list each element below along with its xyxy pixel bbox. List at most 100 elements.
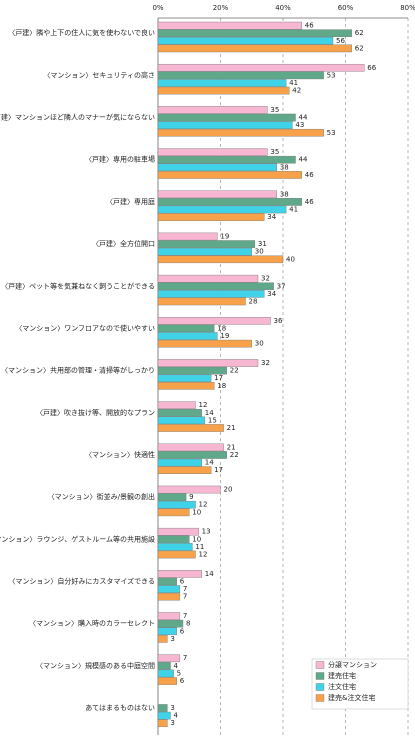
value-label: 56 xyxy=(336,37,345,45)
value-label: 12 xyxy=(199,501,208,509)
bar xyxy=(157,79,287,87)
x-tick-label: 20% xyxy=(213,4,229,12)
value-label: 44 xyxy=(299,114,308,122)
category-label: 〈マンション〉規模感のある中庭空間 xyxy=(36,661,155,670)
bar xyxy=(157,71,324,80)
bar xyxy=(157,121,293,129)
value-label: 10 xyxy=(192,508,201,516)
legend-swatch xyxy=(315,694,325,702)
bar xyxy=(157,113,296,122)
value-label: 17 xyxy=(214,374,223,382)
value-label: 62 xyxy=(355,44,364,52)
category-label: 〈マンション〉セキュリティの高さ xyxy=(43,70,155,79)
value-label: 18 xyxy=(217,382,226,390)
bar xyxy=(157,485,221,494)
x-tick-label: 80% xyxy=(400,4,415,12)
bar xyxy=(157,466,212,474)
bar xyxy=(157,654,181,663)
value-label: 6 xyxy=(180,627,185,635)
value-label: 28 xyxy=(249,297,258,305)
bar xyxy=(157,106,268,114)
value-label: 40 xyxy=(286,255,295,263)
value-label: 53 xyxy=(327,71,336,79)
value-label: 41 xyxy=(289,206,298,214)
bar xyxy=(157,44,352,53)
bar xyxy=(157,148,268,156)
value-label: 37 xyxy=(277,282,286,290)
value-label: 66 xyxy=(367,64,376,72)
category-label: 〈マンション〉街並み/景観の創出 xyxy=(48,492,155,501)
value-label: 14 xyxy=(205,409,214,417)
value-label: 12 xyxy=(199,401,208,409)
value-label: 9 xyxy=(189,493,193,501)
bar xyxy=(157,669,174,678)
value-label: 44 xyxy=(299,156,308,164)
value-label: 34 xyxy=(267,290,276,298)
legend-swatch xyxy=(315,683,325,691)
value-label: 38 xyxy=(280,190,289,198)
value-label: 3 xyxy=(170,635,174,643)
bar xyxy=(157,543,193,551)
category-label: 〈マンション〉購入時のカラーセレクト xyxy=(29,619,155,628)
value-label: 41 xyxy=(289,79,298,87)
bar xyxy=(157,359,259,367)
value-label: 32 xyxy=(261,275,270,283)
bar xyxy=(157,163,277,172)
value-label: 14 xyxy=(205,570,214,578)
value-label: 10 xyxy=(192,535,201,543)
value-label: 31 xyxy=(258,240,267,248)
bar xyxy=(157,500,196,509)
category-label: 〈戸建〉ペット等を気兼ねなく飼うことができる xyxy=(1,281,155,290)
legend-label: 分譲マンション xyxy=(328,660,377,669)
bar xyxy=(157,198,302,206)
bar xyxy=(157,247,252,256)
category-label: 〈マンション〉ワンフロアなので使いやすい xyxy=(15,323,155,332)
value-label: 34 xyxy=(267,213,276,221)
category-label: 〈戸建〉マンションほど隣人のマナーが気にならない xyxy=(0,113,155,122)
value-label: 7 xyxy=(183,654,187,662)
bar xyxy=(157,190,277,199)
category-label: 〈戸建〉隣や上下の住人に気を使わないで良い xyxy=(8,28,155,37)
bar xyxy=(157,677,177,685)
bar xyxy=(157,550,196,559)
value-label: 6 xyxy=(180,577,185,585)
category-label: 〈戸建〉吹き抜け等、開放的なプラン xyxy=(36,408,155,417)
bar xyxy=(157,635,168,643)
bar xyxy=(157,619,184,628)
value-label: 4 xyxy=(174,712,179,720)
category-label: 〈マンション〉自分好みにカスタマイズできる xyxy=(8,576,155,585)
bar xyxy=(157,612,181,620)
value-label: 8 xyxy=(186,620,190,628)
bar xyxy=(157,86,290,95)
value-label: 35 xyxy=(270,106,279,114)
value-label: 53 xyxy=(327,129,336,137)
value-label: 21 xyxy=(227,424,236,432)
value-label: 42 xyxy=(292,87,301,95)
value-label: 38 xyxy=(280,163,289,171)
legend-swatch xyxy=(315,661,325,669)
value-label: 17 xyxy=(214,466,223,474)
bar xyxy=(157,577,177,586)
bar xyxy=(157,213,265,221)
legend-label: 建売&注文住宅 xyxy=(328,693,375,702)
value-label: 20 xyxy=(224,486,233,494)
legend-box xyxy=(311,658,409,710)
bar xyxy=(157,339,252,348)
x-tick-label: 0% xyxy=(152,4,163,12)
value-label: 7 xyxy=(183,612,187,620)
bar xyxy=(157,332,218,340)
bar xyxy=(157,627,177,636)
bar xyxy=(157,171,302,179)
legend-label: 建売住宅 xyxy=(328,671,356,680)
bar xyxy=(157,592,181,601)
value-label: 14 xyxy=(205,459,214,467)
bar xyxy=(157,527,199,536)
value-label: 30 xyxy=(255,340,264,348)
bar xyxy=(157,570,202,578)
value-label: 46 xyxy=(305,22,314,30)
value-label: 18 xyxy=(217,324,226,332)
bar xyxy=(157,324,215,333)
bar xyxy=(157,535,190,544)
category-label: 〈マンション〉ラウンジ、ゲストルーム等の共用施設 xyxy=(0,534,155,543)
